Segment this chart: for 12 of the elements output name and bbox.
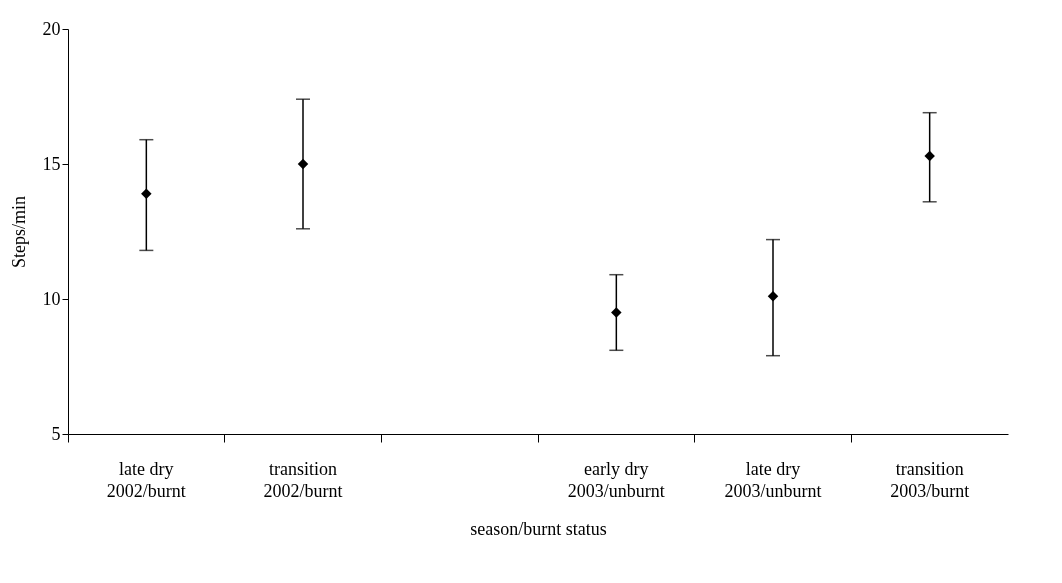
y-axis-title: Steps/min: [8, 195, 29, 269]
y-tick-label: 15: [42, 153, 61, 174]
y-tick-label: 5: [51, 423, 61, 444]
x-axis-title: season/burnt status: [470, 518, 607, 539]
x-tick-label: late dry 2002/burnt: [106, 458, 186, 501]
y-tick-label: 10: [42, 288, 61, 309]
x-tick-label: late dry 2003/unburnt: [724, 458, 822, 501]
x-tick-label: early dry 2003/unburnt: [567, 458, 665, 501]
x-tick-label: transition 2003/burnt: [890, 458, 970, 501]
x-tick-label: transition 2002/burnt: [263, 458, 343, 501]
y-tick-label: 20: [42, 18, 61, 39]
point: [611, 307, 622, 318]
